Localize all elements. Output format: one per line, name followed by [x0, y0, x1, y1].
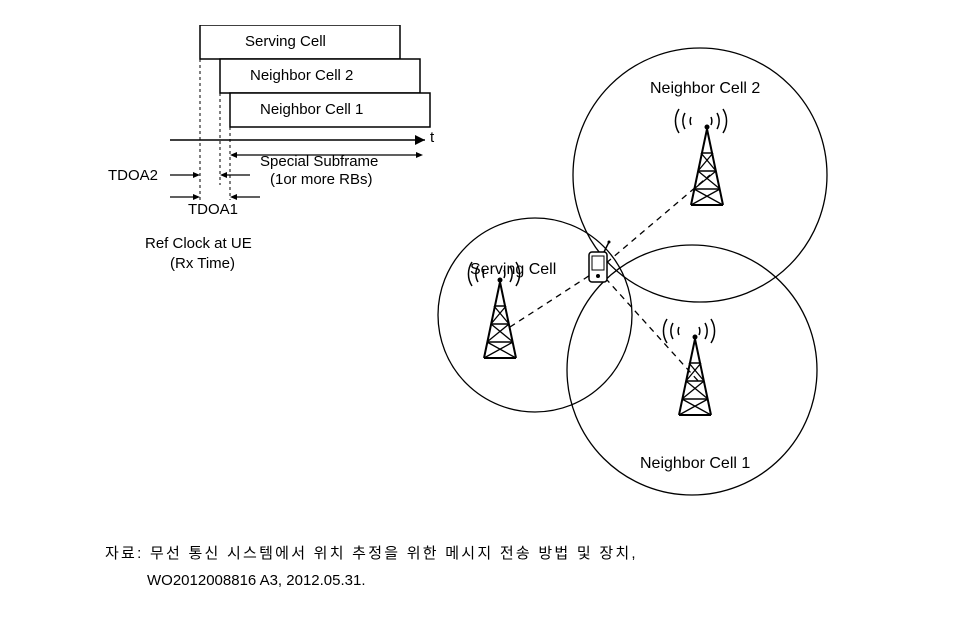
caption-text-1: 무선 통신 시스템에서 위치 추정을 위한 메시지 전송 방법 및 장치, — [150, 545, 638, 562]
serving-cell-label: Serving Cell — [470, 261, 556, 279]
diagram-container: Serving Cell Neighbor Cell 2 Neighbor Ce… — [90, 25, 890, 510]
neighbor1-tower-icon — [663, 319, 714, 415]
neighbor2-cell-label: Neighbor Cell 2 — [650, 80, 760, 98]
caption: 자료: 무선 통신 시스템에서 위치 추정을 위한 메시지 전송 방법 및 장치… — [105, 540, 875, 594]
neighbor1-cell-label: Neighbor Cell 1 — [640, 455, 750, 473]
neighbor2-tower-icon — [675, 109, 726, 205]
caption-prefix: 자료: — [105, 545, 144, 562]
ue-icon — [589, 241, 611, 283]
caption-text-2: WO2012008816 A3, 2012.05.31. — [105, 567, 875, 594]
